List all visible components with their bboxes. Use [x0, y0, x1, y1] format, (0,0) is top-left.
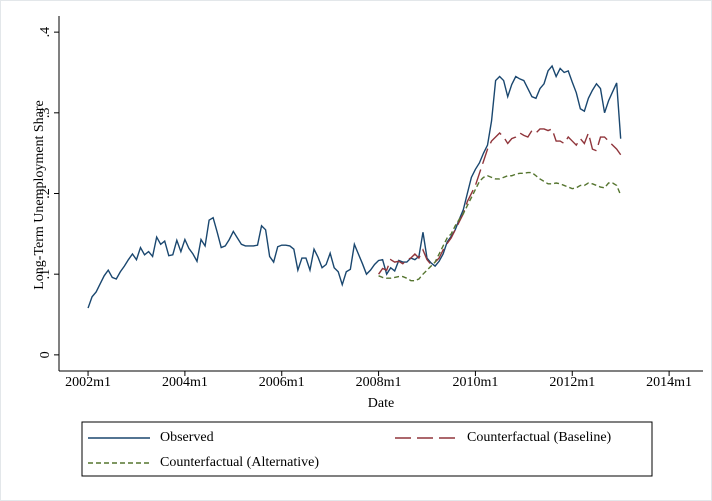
series-line: [87, 64, 622, 309]
x-tick-label: 2012m1: [549, 375, 595, 390]
y-tick-label: .2: [38, 188, 53, 199]
x-tick-label: 2014m1: [646, 375, 692, 390]
x-axis-title: Date: [368, 396, 394, 411]
x-tick-label: 2006m1: [259, 375, 305, 390]
y-tick-label: .4: [38, 27, 53, 38]
legend-box: [81, 421, 653, 477]
y-axis-title: Long-Term Unemployment Share: [32, 100, 47, 290]
series-line: [378, 171, 622, 282]
x-tick-label: 2004m1: [162, 375, 208, 390]
y-tick-label: .1: [38, 269, 53, 280]
y-tick-label: .3: [38, 108, 53, 119]
series-line: [378, 128, 622, 275]
x-tick-label: 2002m1: [65, 375, 111, 390]
legend-label: Counterfactual (Alternative): [160, 455, 319, 470]
legend-label: Observed: [160, 430, 214, 445]
x-tick-label: 2008m1: [356, 375, 402, 390]
legend-label: Counterfactual (Baseline): [467, 430, 612, 445]
x-tick-label: 2010m1: [452, 375, 498, 390]
y-tick-label: 0: [38, 351, 53, 358]
